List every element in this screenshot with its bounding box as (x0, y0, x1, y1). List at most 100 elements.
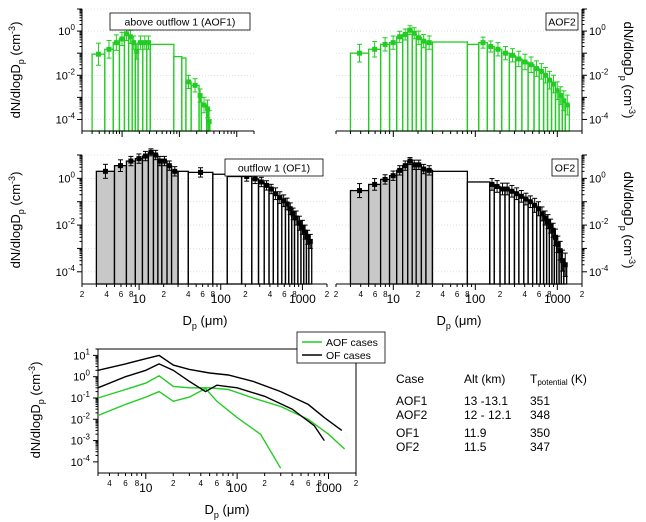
series-line (97, 354, 343, 431)
x-minor-tick-label: 6 (455, 290, 460, 299)
data-marker (136, 156, 142, 162)
data-marker (390, 40, 396, 46)
data-marker (302, 229, 308, 235)
y-tick-base: 10 (71, 414, 83, 426)
data-marker (562, 262, 568, 268)
panel-title-box (109, 12, 251, 31)
axis-titles: dN/dlogDp (cm-3)dN/dlogDp (cm-3)dN/dlogD… (7, 22, 637, 331)
x-tick-label: 10 (132, 292, 146, 306)
table-header-case: Case (396, 372, 425, 386)
data-marker (197, 93, 203, 99)
x-minor-tick-label: 4 (522, 290, 527, 299)
x-minor-tick-label: 6 (123, 479, 128, 488)
data-marker (411, 30, 417, 36)
y-axis-title-subscript: p (16, 59, 26, 64)
legend-box (296, 331, 386, 364)
panel-title: OF2 (555, 163, 576, 175)
y-axis-title-text: dN/dlogD (8, 214, 23, 268)
y-tick-label: 10-2 (589, 67, 609, 82)
panel-title: outflow 1 (OF1) (238, 163, 310, 175)
data-marker (499, 186, 505, 192)
data-marker (296, 220, 302, 226)
y-axis-title-units-close: ) (8, 172, 23, 176)
y-axis-title-subscript: p (618, 226, 628, 231)
y-tick-exponent: 1 (86, 347, 91, 356)
data-marker (538, 68, 544, 74)
data-marker (535, 206, 541, 212)
histogram-bar (513, 193, 520, 285)
y-tick-label: 101 (73, 347, 90, 362)
table-cell-case: AOF2 (396, 408, 428, 422)
histogram-bar (388, 175, 398, 285)
data-marker (134, 48, 140, 54)
y-tick-exponent: -2 (601, 67, 609, 76)
y-axis-title-units: (cm (28, 374, 43, 399)
histogram-bar (263, 184, 270, 285)
y-tick-base: 10 (589, 220, 601, 232)
data-marker (372, 181, 378, 187)
data-marker (555, 241, 561, 247)
data-marker (264, 182, 270, 188)
table-cell-temp: 350 (530, 426, 551, 440)
x-minor-tick-label: 4 (186, 290, 191, 299)
histogram-bar (349, 189, 370, 285)
histogram-bar (533, 67, 540, 132)
y-tick-exponent: -1 (83, 390, 91, 399)
data-marker (382, 176, 388, 182)
data-marker (426, 40, 432, 46)
histogram-bar (388, 41, 398, 132)
data-marker (560, 258, 566, 264)
histogram-bar (240, 175, 253, 285)
y-tick-exponent: -4 (68, 264, 76, 273)
data-marker (137, 40, 143, 46)
y-axis-title: dN/dlogDp (cm-3) (7, 172, 26, 269)
panel-title-box (224, 158, 324, 177)
data-marker (172, 168, 178, 174)
table-header-temp-unit: (K) (567, 372, 587, 386)
histogram-bar (185, 81, 192, 132)
x-tick-label: 10 (139, 481, 153, 495)
histogram-bar (367, 183, 382, 285)
y-tick-base: 10 (589, 267, 601, 279)
histogram-bar (125, 160, 136, 285)
y-axis-title-units: (cm (621, 231, 636, 256)
table-header-temp-sub: potential (537, 378, 568, 387)
x-minor-tick-label: 8 (547, 290, 552, 299)
x-minor-tick-label: 2 (161, 290, 166, 299)
y-tick-base: 10 (58, 26, 70, 38)
data-marker (281, 198, 287, 204)
x-minor-tick-label: 4 (107, 479, 112, 488)
x-minor-tick-label: 8 (135, 479, 140, 488)
y-axis-title: dN/dlogDp (cm-3) (618, 172, 637, 269)
data-marker (357, 50, 363, 56)
y-tick-exponent: -2 (83, 411, 91, 420)
histogram-bar (466, 181, 491, 285)
x-minor-tick-label: 2 (325, 290, 330, 299)
histogram-bar (349, 52, 370, 132)
series-line (97, 363, 325, 441)
y-tick-exponent: 0 (86, 369, 91, 378)
data-marker (102, 168, 108, 174)
x-tick-label: 100 (211, 292, 231, 306)
data-marker (146, 40, 152, 46)
histogram-bar (466, 43, 480, 132)
y-axis-title-exponent: -3 (27, 366, 37, 374)
data-marker (421, 38, 427, 44)
table-cell-case: OF1 (396, 426, 420, 440)
y-axis-title-subscript: p (16, 209, 26, 214)
y-tick-base: 10 (589, 173, 601, 185)
data-marker (416, 162, 422, 168)
data-marker (523, 196, 529, 202)
table-cell-alt: 11.9 (464, 426, 487, 440)
data-marker (495, 46, 501, 52)
data-marker (284, 201, 290, 207)
histogram-bar (137, 41, 144, 132)
data-marker (161, 158, 167, 164)
x-minor-tick-label: 2 (580, 290, 585, 299)
y-tick-label: 10-4 (589, 264, 609, 279)
data-marker (290, 211, 296, 217)
histogram-bar (367, 48, 382, 132)
histogram-bar (486, 45, 495, 132)
